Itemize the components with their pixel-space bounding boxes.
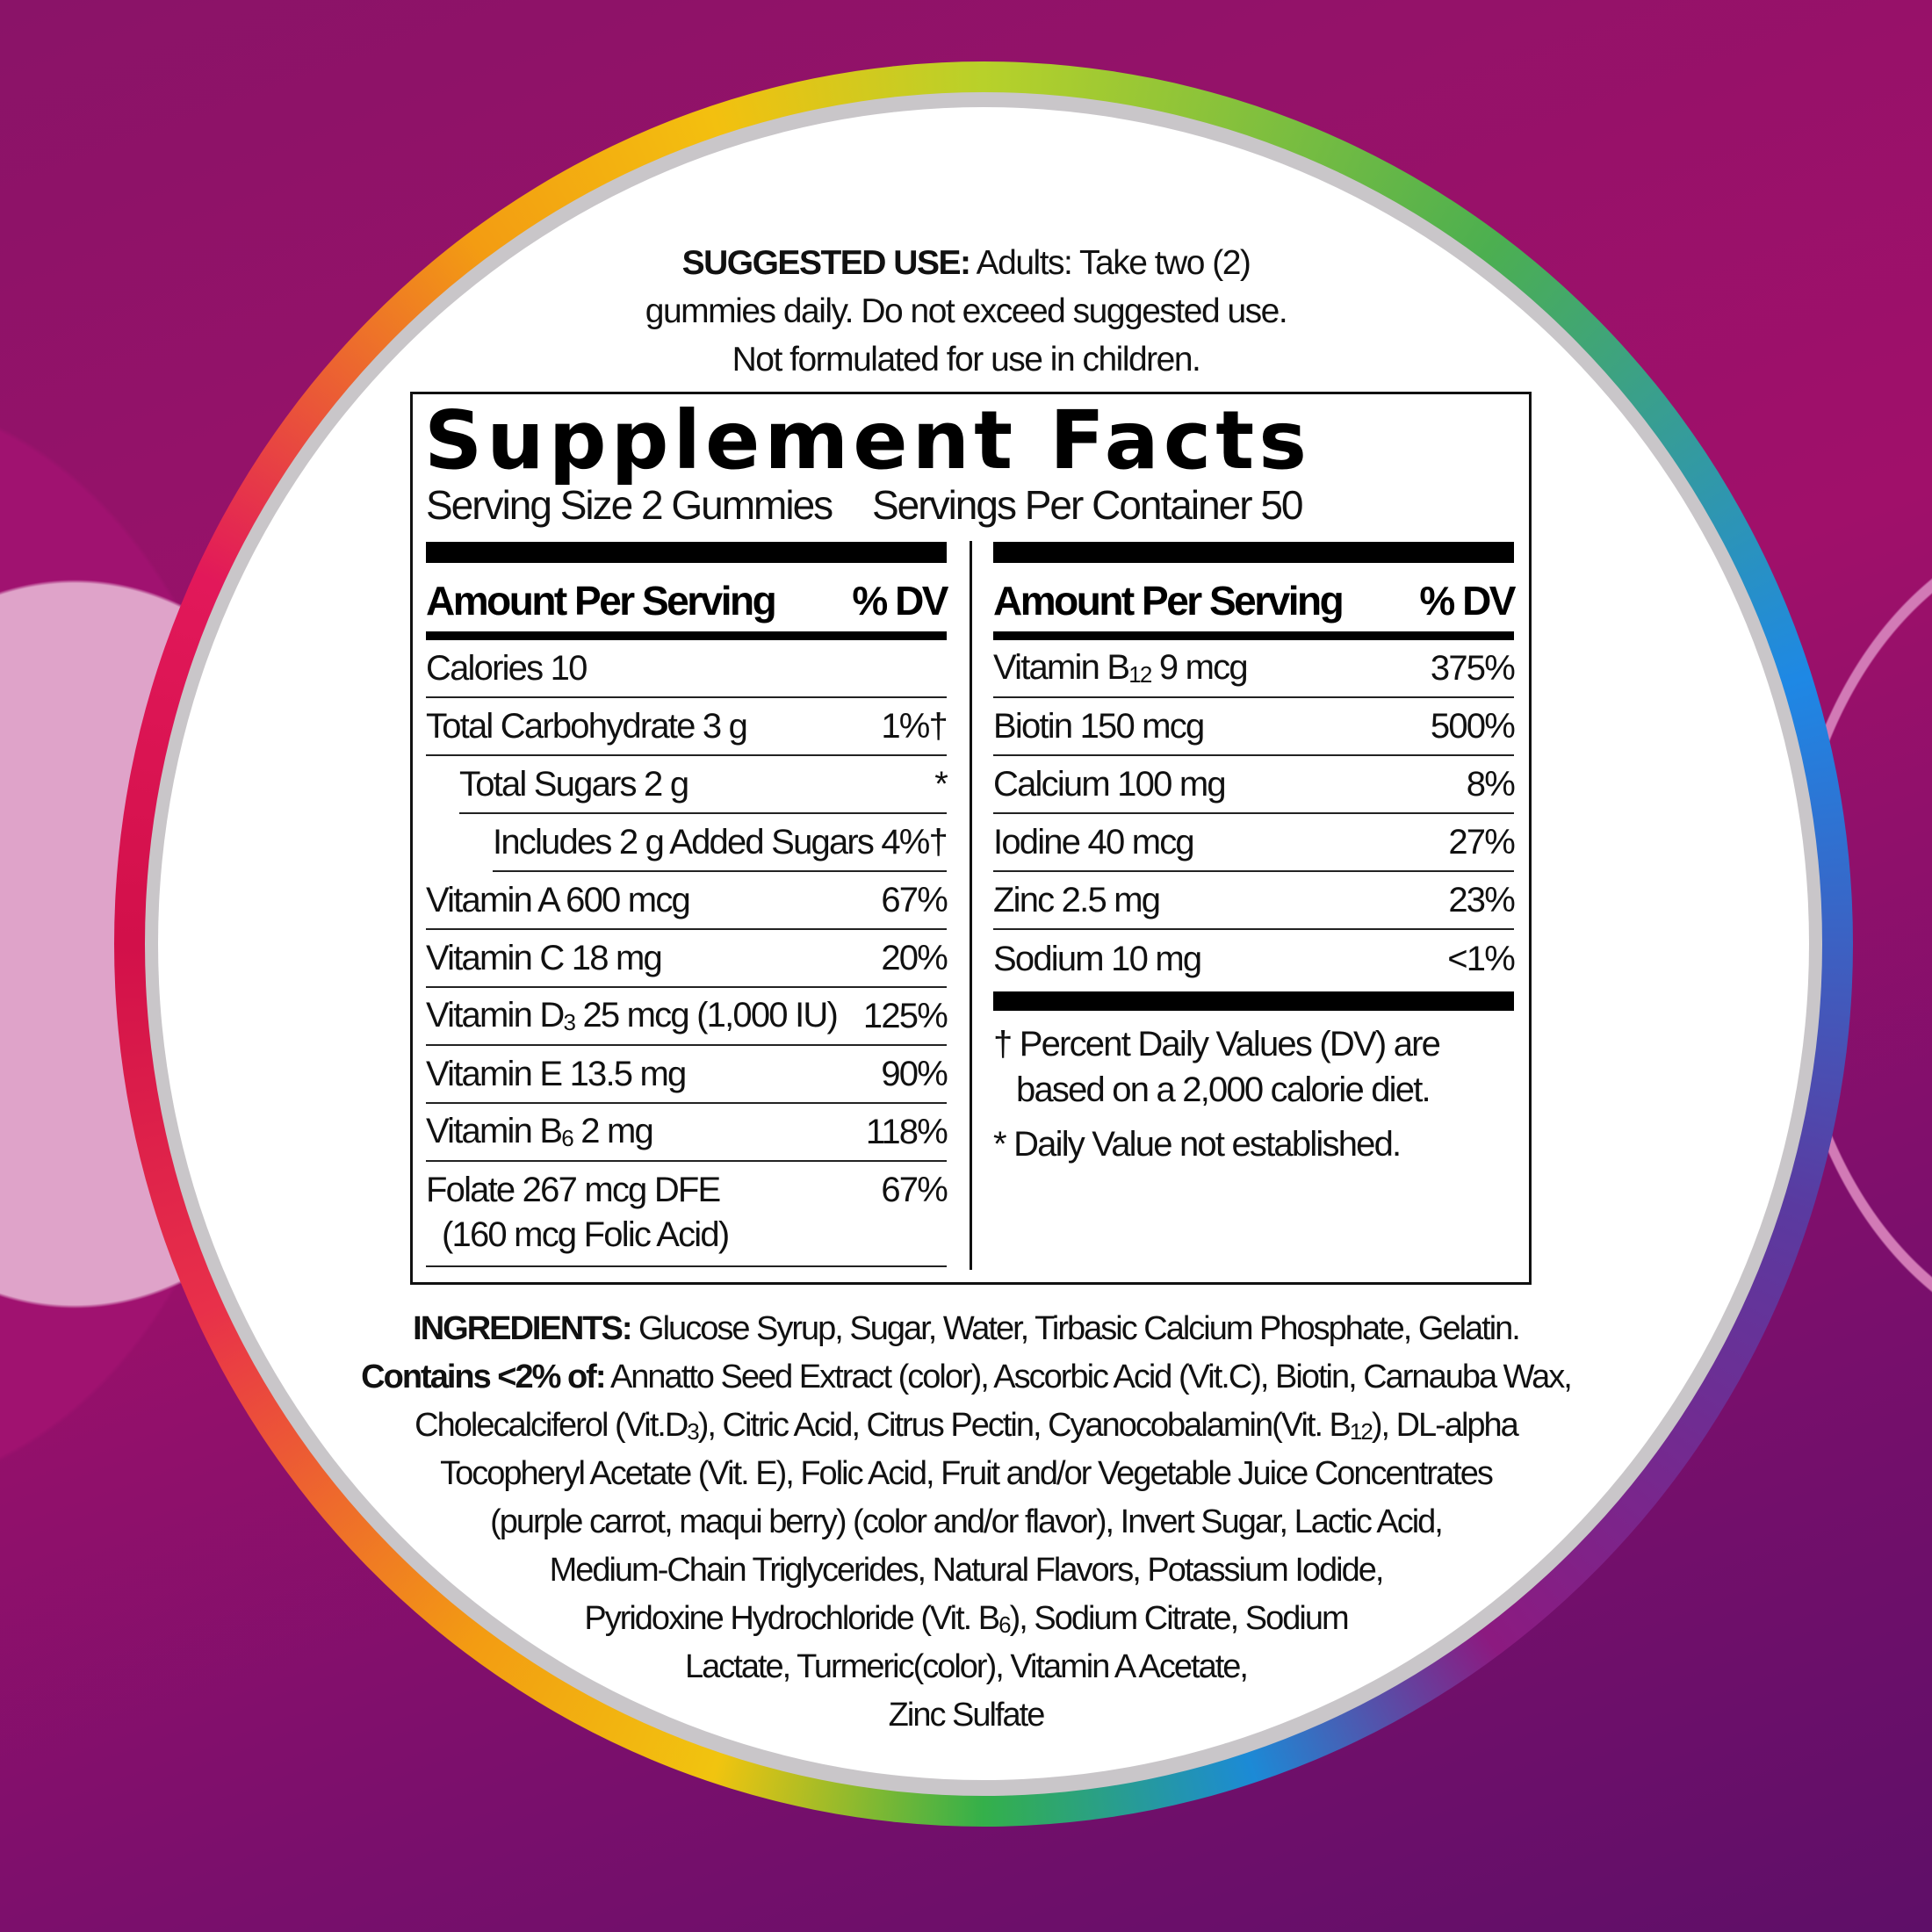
ingredients-line-4: Tocopheryl Acetate (Vit. E), Folic Acid,… xyxy=(440,1455,1494,1492)
nutrient-label: Vitamin E 13.5 mg xyxy=(426,1054,687,1093)
servings-per-container: Servings Per Container 50 xyxy=(872,482,1304,528)
nutrient-row: Includes 2 g Added Sugars 4%† xyxy=(493,814,948,872)
ingredients-line-3: Cholecalciferol (Vit.D3), Citric Acid, C… xyxy=(415,1407,1519,1445)
nutrient-row: Total Carbohydrate 3 g 1%† xyxy=(426,698,948,756)
footnote-dagger: † Percent Daily Values (DV) are based on … xyxy=(993,1025,1441,1109)
nutrient-row: Vitamin E 13.5 mg 90% xyxy=(426,1046,948,1104)
ingredients-line-8: Lactate, Turmeric(color), Vitamin A Acet… xyxy=(685,1648,1249,1685)
header-dv: % DV xyxy=(1419,578,1516,624)
suggested-use-line-3: Not formulated for use in children. xyxy=(732,341,1201,378)
nutrient-dv: 125% xyxy=(862,996,948,1035)
nutrient-dv: 1%† xyxy=(881,706,948,746)
ingredients-line-1: INGREDIENTS: Glucose Syrup, Sugar, Water… xyxy=(413,1310,1521,1347)
nutrient-row: Sodium 10 mg <1% xyxy=(993,930,1516,988)
nutrient-dv: 118% xyxy=(865,1112,948,1151)
ingredients-line-9: Zinc Sulfate xyxy=(888,1697,1046,1734)
nutrient-row: Iodine 40 mcg 27% xyxy=(993,814,1516,872)
nutrient-row: Zinc 2.5 mg 23% xyxy=(993,872,1516,930)
header-amount: Amount Per Serving xyxy=(993,578,1344,624)
nutrient-dv: 67% xyxy=(881,1171,948,1209)
nutrient-row: Vitamin B6 2 mg 118% xyxy=(426,1104,948,1162)
nutrient-label: Calcium 100 mg xyxy=(993,764,1227,804)
nutrient-dv: 375% xyxy=(1430,648,1516,688)
suggested-use-line-1: SUGGESTED USE: Adults: Take two (2) xyxy=(681,244,1251,282)
nutrient-row: Vitamin D3 25 mcg (1,000 IU) 125% xyxy=(426,988,948,1046)
nutrient-label: Includes 2 g Added Sugars xyxy=(493,822,875,861)
nutrient-label: Total Carbohydrate 3 g xyxy=(426,706,748,746)
nutrient-label: Zinc 2.5 mg xyxy=(993,880,1161,919)
nutrient-label: Vitamin D3 25 mcg (1,000 IU) xyxy=(426,996,839,1035)
nutrient-row: Vitamin C 18 mg 20% xyxy=(426,930,948,988)
header-amount: Amount Per Serving xyxy=(426,578,777,624)
suggested-use-line-2: gummies daily. Do not exceed suggested u… xyxy=(645,292,1288,330)
column-divider xyxy=(970,541,972,1270)
nutrient-dv: 23% xyxy=(1448,880,1515,919)
nutrient-dv: 67% xyxy=(881,880,948,919)
label-disc xyxy=(158,107,1809,1780)
nutrient-row: Calcium 100 mg 8% xyxy=(993,756,1516,814)
nutrient-dv: * xyxy=(934,764,948,804)
nutrient-dv: 4%† xyxy=(881,822,948,861)
right-column: Amount Per Serving % DV Vitamin B12 9 mcg… xyxy=(993,542,1516,1167)
ingredients-line-7: Pyridoxine Hydrochloride (Vit. B6), Sodi… xyxy=(584,1600,1349,1638)
nutrient-row: Vitamin A 600 mcg 67% xyxy=(426,872,948,930)
nutrient-label: Vitamin C 18 mg xyxy=(426,938,663,977)
nutrient-label: Iodine 40 mcg xyxy=(993,822,1195,861)
nutrient-label: Vitamin B6 2 mg xyxy=(426,1112,654,1151)
nutrient-label: Biotin 150 mcg xyxy=(993,706,1205,746)
header-dv: % DV xyxy=(852,578,948,624)
nutrient-label: Sodium 10 mg xyxy=(993,939,1202,978)
serving-size: Serving Size 2 Gummies xyxy=(426,482,833,528)
nutrient-label: Folate 267 mcg DFE (160 mcg Folic Acid) xyxy=(426,1171,730,1254)
nutrient-row: Total Sugars 2 g * xyxy=(459,756,948,814)
nutrient-dv: 8% xyxy=(1466,764,1516,804)
nutrient-row: Vitamin B12 9 mcg 375% xyxy=(993,640,1516,698)
nutrient-label: Vitamin B12 9 mcg xyxy=(993,648,1249,688)
nutrient-dv: <1% xyxy=(1447,939,1516,978)
nutrient-row: Calories 10 xyxy=(426,640,947,698)
nutrient-row: Folate 267 mcg DFE (160 mcg Folic Acid) 67… xyxy=(426,1162,948,1267)
ingredients-line-5: (purple carrot, maqui berry) (color and/… xyxy=(490,1503,1444,1540)
supplement-facts-panel xyxy=(410,392,1532,1285)
left-column: Amount Per Serving % DV Calories 10 Total … xyxy=(426,542,948,1267)
nutrient-dv: 500% xyxy=(1430,706,1516,746)
nutrient-dv: 90% xyxy=(881,1054,948,1093)
nutrient-row: Biotin 150 mcg 500% xyxy=(993,698,1516,756)
nutrient-label: Total Sugars 2 g xyxy=(459,764,689,804)
nutrient-dv: 27% xyxy=(1448,822,1515,861)
ingredients-line-6: Medium-Chain Triglycerides, Natural Flav… xyxy=(549,1552,1385,1589)
nutrient-label: Vitamin A 600 mcg xyxy=(426,880,691,919)
nutrient-dv: 20% xyxy=(881,938,948,977)
facts-title: Supplement Facts xyxy=(424,393,1311,487)
nutrient-label: Calories 10 xyxy=(426,648,588,688)
ingredients-line-2: Contains <2% of: Annatto Seed Extract (c… xyxy=(361,1359,1573,1395)
footnote-star: * Daily Value not established. xyxy=(993,1125,1402,1164)
